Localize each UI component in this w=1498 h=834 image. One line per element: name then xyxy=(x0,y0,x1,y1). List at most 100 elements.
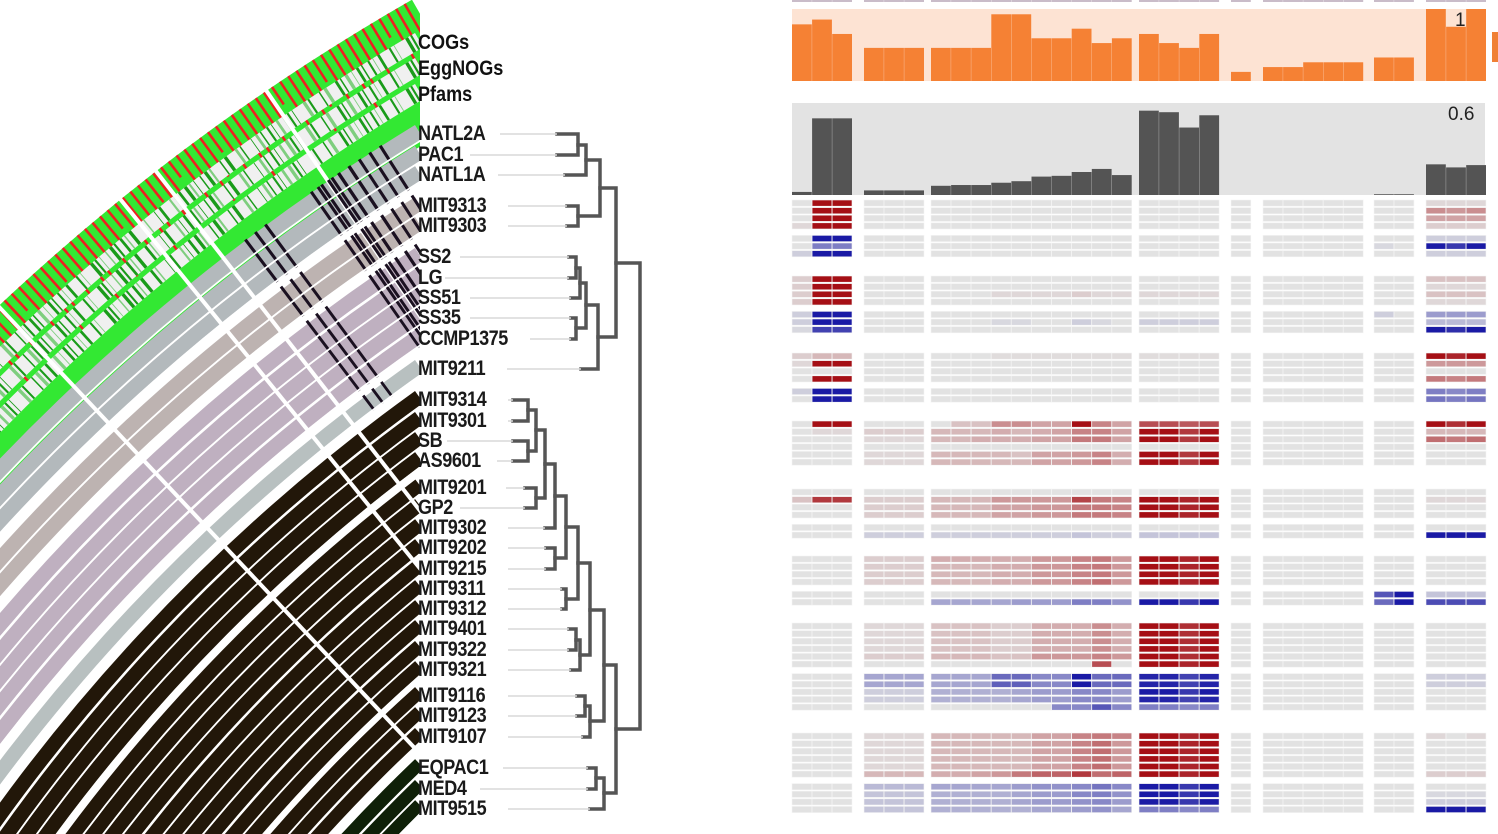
heatmap-cell-blue xyxy=(1071,326,1092,334)
heatmap-cell-red xyxy=(950,578,972,586)
heatmap-cell-red xyxy=(950,420,972,428)
heatmap-cell-blue xyxy=(990,524,1012,531)
heatmap-cell-red xyxy=(1051,747,1072,755)
annotation-stripe xyxy=(72,306,86,322)
heatmap-cell-blue xyxy=(811,598,833,606)
header-strip-cell xyxy=(1071,0,1092,2)
orange-bar xyxy=(904,47,924,81)
heatmap-cell-blue xyxy=(791,790,813,798)
heatmap-cell-red xyxy=(930,283,952,291)
annotation-stripe xyxy=(63,314,78,330)
heatmap-cell-blue xyxy=(970,395,992,403)
heatmap-cell-blue xyxy=(1158,696,1180,703)
heatmap-cell-red xyxy=(831,298,853,306)
heatmap-cell-blue xyxy=(1031,250,1052,258)
heatmap-cell-red xyxy=(1343,199,1364,207)
heatmap-cell-red xyxy=(1465,763,1487,770)
annotation-stripe xyxy=(79,272,92,286)
heatmap-cell-red xyxy=(1302,275,1324,283)
heatmap-cell-red xyxy=(950,747,972,755)
heatmap-cell-red xyxy=(990,222,1012,230)
heatmap-cell-red xyxy=(990,630,1012,638)
heatmap-cell-red xyxy=(1011,622,1032,630)
heatmap-cell-red xyxy=(1091,630,1112,638)
heatmap-cell-red xyxy=(1051,367,1072,375)
heatmap-cell-blue xyxy=(1138,790,1160,798)
heatmap-cell-blue xyxy=(1071,798,1092,806)
heatmap-cell-blue xyxy=(1051,696,1072,703)
heatmap-cell-red xyxy=(1343,511,1364,519)
heatmap-cell-red xyxy=(1158,283,1180,291)
heatmap-cell-red xyxy=(1302,511,1324,519)
heatmap-cell-blue xyxy=(831,688,853,696)
coverage-stripe xyxy=(395,8,416,41)
heatmap-cell-blue xyxy=(930,242,952,250)
annotation-stripe xyxy=(216,216,229,232)
heatmap-cell-red xyxy=(1138,207,1160,215)
heatmap-cell-red xyxy=(1158,275,1180,283)
strain-label: MIT9401 xyxy=(418,617,487,640)
heatmap-cell-blue xyxy=(1282,598,1304,606)
heatmap-cell-red xyxy=(863,375,885,383)
annotation-stripe xyxy=(265,126,278,142)
heatmap-cell-blue xyxy=(831,235,853,242)
header-strip-cell xyxy=(864,0,884,2)
heatmap-cell-red xyxy=(1445,763,1467,770)
heatmap-cell-red xyxy=(1282,290,1304,298)
heatmap-cell-blue xyxy=(970,703,992,711)
heatmap-cell-blue xyxy=(1138,806,1160,813)
heatmap-cell-blue xyxy=(863,242,885,250)
heatmap-cell-red xyxy=(1302,375,1324,383)
heatmap-cell-blue xyxy=(1158,798,1180,806)
heatmap-cell-blue xyxy=(970,673,992,681)
heatmap-cell-blue xyxy=(1230,806,1252,813)
heatmap-cell-red xyxy=(1393,622,1415,630)
heatmap-cell-red xyxy=(1199,645,1220,653)
heatmap-cell-red xyxy=(970,578,992,586)
gray-bar xyxy=(1446,167,1466,195)
heatmap-cell-red xyxy=(1011,630,1032,638)
heatmap-cell-red xyxy=(1031,630,1052,638)
heatmap-cell-red xyxy=(1011,207,1032,215)
tree-branch xyxy=(511,439,530,463)
heatmap-cell-red xyxy=(930,763,952,770)
heatmap-cell-red xyxy=(1323,740,1344,748)
heatmap-cell-red xyxy=(883,770,905,778)
heatmap-cell-blue xyxy=(950,598,972,606)
heatmap-cell-red xyxy=(883,199,905,207)
heatmap-cell-red xyxy=(1425,755,1447,763)
heatmap-cell-red xyxy=(1091,653,1112,660)
heatmap-cell-blue xyxy=(903,395,925,403)
heatmap-cell-red xyxy=(1425,298,1447,306)
heatmap-cell-blue xyxy=(950,688,972,696)
heatmap-cell-red xyxy=(1445,630,1467,638)
heatmap-cell-red xyxy=(1445,637,1467,645)
heatmap-cell-blue xyxy=(811,696,833,703)
heatmap-cell-blue xyxy=(811,688,833,696)
heatmap-cell-red xyxy=(863,653,885,660)
annotation-stripe xyxy=(0,424,5,430)
heatmap-cell-blue xyxy=(1031,242,1052,250)
heatmap-cell-red xyxy=(1445,622,1467,630)
annotation-stripe xyxy=(307,98,319,114)
heatmap-cell-blue xyxy=(1282,673,1304,681)
annotation-stripe xyxy=(372,82,383,99)
gray-bar xyxy=(1466,165,1486,195)
heatmap-cell-red xyxy=(1011,283,1032,291)
header-strip-cell xyxy=(1011,0,1032,2)
annotation-stripe xyxy=(34,371,50,387)
heatmap-cell-blue xyxy=(863,250,885,258)
heatmap-cell-red xyxy=(1031,740,1052,748)
annotation-stripe xyxy=(4,340,18,355)
heatmap-cell-red xyxy=(831,290,853,298)
coverage-stripe xyxy=(10,292,29,312)
heatmap-cell-blue xyxy=(1158,783,1180,791)
heatmap-cell-blue xyxy=(1445,311,1467,318)
heatmap-cell-blue xyxy=(930,598,952,606)
heatmap-cell-blue xyxy=(1071,783,1092,791)
heatmap-cell-red xyxy=(1178,222,1200,230)
heatmap-cell-red xyxy=(1323,570,1344,578)
heatmap-cell-red xyxy=(1071,199,1092,207)
heatmap-cell-red xyxy=(883,222,905,230)
heatmap-cell-red xyxy=(831,496,853,504)
